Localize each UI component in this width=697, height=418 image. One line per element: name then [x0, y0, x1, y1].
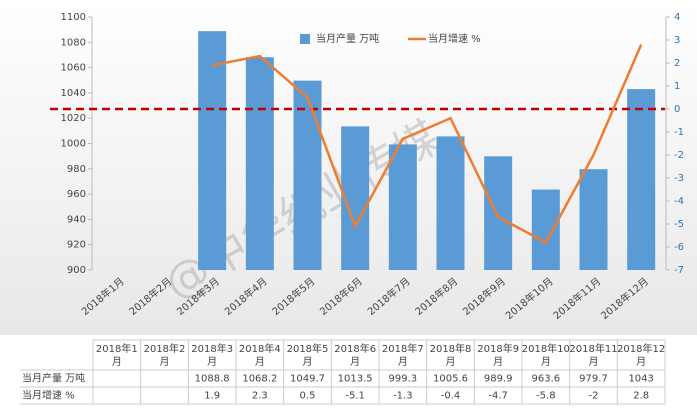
table-header-line: 月 [493, 356, 503, 368]
table-header-line: 月 [207, 356, 217, 368]
bar [627, 89, 656, 270]
y2-tick-label: -4 [674, 196, 684, 207]
y2-tick-label: 1 [674, 81, 680, 92]
table-cell: 1043 [628, 374, 653, 385]
table-header-line: 2018年8 [430, 342, 472, 355]
table-cell: -5.8 [536, 391, 556, 402]
table-header: 2018年6 月 [334, 342, 376, 368]
table-cell: 1.9 [204, 391, 220, 402]
y-tick-label: 1040 [61, 88, 86, 99]
y-tick-label: 1020 [61, 113, 86, 124]
table-header-line: 2018年5 [287, 342, 329, 355]
y2-tick-label: 0 [674, 104, 680, 115]
table-cell: 999.3 [389, 374, 418, 385]
table-cell: 1049.7 [290, 374, 325, 385]
bar [198, 31, 227, 270]
y-tick-label: 1000 [61, 139, 86, 150]
table-cell: 1005.6 [433, 374, 468, 385]
bar [579, 169, 608, 270]
y2-tick-label: -2 [674, 150, 684, 161]
table-cell: 1088.8 [195, 374, 230, 385]
table-header: 2018年5 月 [287, 342, 329, 368]
bar [388, 144, 417, 270]
table-header: 2018年4 月 [239, 342, 281, 368]
table-header-line: 月 [160, 356, 170, 368]
line [211, 44, 643, 245]
y-tick-label: 940 [67, 214, 86, 225]
table-header: 2018年3 月 [191, 342, 233, 368]
table-header: 2018年12 月 [617, 342, 665, 368]
table-cell: -2 [589, 391, 599, 402]
table-cell: -0.4 [441, 391, 461, 402]
table-header-line: 月 [112, 356, 122, 368]
table-header: 2018年9 月 [477, 342, 519, 368]
y2-tick-label: 2 [674, 58, 680, 69]
table-header: 2018年7 月 [382, 342, 424, 368]
table-header-line: 2018年3 [191, 342, 233, 355]
table-cell: 1068.2 [242, 374, 277, 385]
table-cell: 2.3 [252, 391, 268, 402]
table-cell: 989.9 [484, 374, 513, 385]
table-header-line: 月 [303, 356, 313, 368]
bar [293, 80, 322, 270]
y-tick-label: 1080 [61, 37, 86, 48]
table-cell: 0.5 [300, 391, 316, 402]
y2-tick-label: 4 [674, 12, 680, 23]
table-header-line: 2018年1 [96, 342, 138, 355]
table-row-label: 当月增速 % [22, 389, 75, 402]
y-tick-label: 900 [67, 265, 86, 276]
y-tick-label: 920 [67, 240, 86, 251]
table-cell: 963.6 [532, 374, 561, 385]
table-header: 2018年1 月 [96, 342, 138, 368]
y-tick-label: 1060 [61, 63, 86, 74]
table-header-line: 2018年6 [334, 342, 376, 355]
table-header-line: 2018年11 [569, 342, 617, 355]
table-header-line: 月 [255, 356, 265, 368]
table-header-line: 月 [398, 356, 408, 368]
table-header-line: 2018年7 [382, 342, 424, 355]
table-header-line: 月 [350, 356, 360, 368]
y2-tick-label: 3 [674, 35, 680, 46]
table-header: 2018年11 月 [569, 342, 617, 368]
bar [531, 189, 560, 270]
table-cell: 2.8 [633, 391, 649, 402]
y-tick-label: 980 [67, 164, 86, 175]
table-cell: -4.7 [488, 391, 508, 402]
y-tick-label: 1100 [61, 12, 86, 23]
table-header: 2018年2 月 [144, 342, 186, 368]
table-header: 2018年10 月 [522, 342, 570, 368]
legend-swatch [300, 34, 310, 44]
table-row-label: 当月产量 万吨 [22, 372, 85, 385]
table-cell: 1013.5 [338, 374, 373, 385]
bar [484, 156, 513, 270]
bar [436, 136, 465, 270]
y2-tick-label: -1 [674, 127, 684, 138]
table-header-line: 月 [446, 356, 456, 368]
table-cell: 979.7 [579, 374, 608, 385]
y2-tick-label: -3 [674, 173, 684, 184]
table-header-line: 2018年2 [144, 342, 186, 355]
table-header-line: 月 [589, 356, 599, 368]
table-header-line: 月 [541, 356, 551, 368]
legend-label: 当月产量 万吨 [316, 32, 379, 45]
table-header-line: 2018年12 [617, 342, 665, 355]
bar [245, 57, 274, 270]
table-header-line: 2018年9 [477, 342, 519, 355]
table-cell: -5.1 [345, 391, 365, 402]
y2-tick-label: -7 [674, 265, 684, 276]
table-header-line: 2018年10 [522, 342, 570, 355]
table-header: 2018年8 月 [430, 342, 472, 368]
table-header-line: 月 [636, 356, 646, 368]
y-tick-label: 960 [67, 189, 86, 200]
y2-tick-label: -6 [674, 242, 684, 253]
table-cell: -1.3 [393, 391, 413, 402]
table-header-line: 2018年4 [239, 342, 281, 355]
legend-label: 当月增速 % [428, 32, 481, 45]
y2-tick-label: -5 [674, 219, 684, 230]
